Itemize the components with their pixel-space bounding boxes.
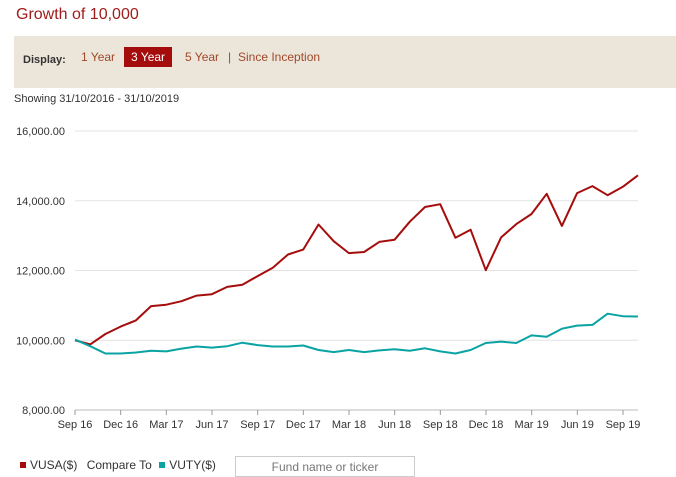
x-tick-label: Sep 18 (423, 419, 458, 431)
series-line-vusa (74, 174, 639, 346)
compare-label: Compare To (86, 457, 152, 472)
y-tick-label: 14,000.00 (16, 196, 65, 208)
fund-search-input[interactable] (235, 456, 415, 477)
x-tick-label: Dec 16 (103, 419, 138, 431)
y-tick-label: 12,000.00 (16, 266, 65, 278)
x-tick-label: Jun 19 (561, 419, 594, 431)
x-tick-label: Mar 17 (149, 419, 183, 431)
y-axis: 8,000.00 10,000.00 12,000.00 14,000.00 16,00… (16, 126, 65, 417)
x-axis: Sep 16 Dec 16 Mar 17 Jun 17 Sep 17 Dec 17 Mar … (58, 409, 641, 431)
x-tick-label: Mar 19 (515, 419, 549, 431)
legend: VUSA($) Compare To VUTY($) (20, 457, 216, 472)
x-tick-label: Jun 17 (195, 419, 228, 431)
vuty-swatch (159, 461, 166, 468)
x-tick-label: Jun 18 (378, 419, 411, 431)
y-tick-label: 16,000.00 (16, 126, 65, 138)
x-tick-label: Sep 16 (58, 419, 93, 431)
x-tick-label: Sep 19 (606, 419, 641, 431)
page-title: Growth of 10,000 (16, 6, 139, 23)
date-range-text: Showing 31/10/2016 - 31/10/2019 (14, 93, 180, 105)
y-tick-label: 8,000.00 (22, 405, 65, 417)
option-3-year[interactable]: 3 Year (124, 47, 173, 67)
vusa-swatch (20, 461, 26, 468)
x-tick-label: Sep 17 (240, 419, 275, 431)
option-1-year[interactable]: 1 Year (81, 50, 116, 64)
x-tick-label: Mar 18 (332, 419, 366, 431)
display-label: Display: (23, 54, 66, 66)
series-line-vuty (74, 312, 639, 355)
display-bar: Display: 1 Year 3 Year 5 Year | Since In… (14, 36, 676, 88)
x-tick-label: Dec 17 (286, 419, 321, 431)
x-tick-label: Dec 18 (469, 419, 504, 431)
legend-vusa[interactable]: VUSA($) (30, 457, 78, 472)
option-5-year[interactable]: 5 Year (185, 50, 220, 64)
chart-lines (74, 174, 639, 355)
option-separator: | (228, 50, 232, 64)
growth-chart: 8,000.00 10,000.00 12,000.00 14,000.00 16,00… (16, 126, 641, 431)
chart-grid (75, 130, 638, 411)
legend-vuty[interactable]: VUTY($) (169, 457, 216, 472)
y-tick-label: 10,000.00 (16, 335, 65, 347)
option-since-inception[interactable]: Since Inception (238, 50, 321, 64)
